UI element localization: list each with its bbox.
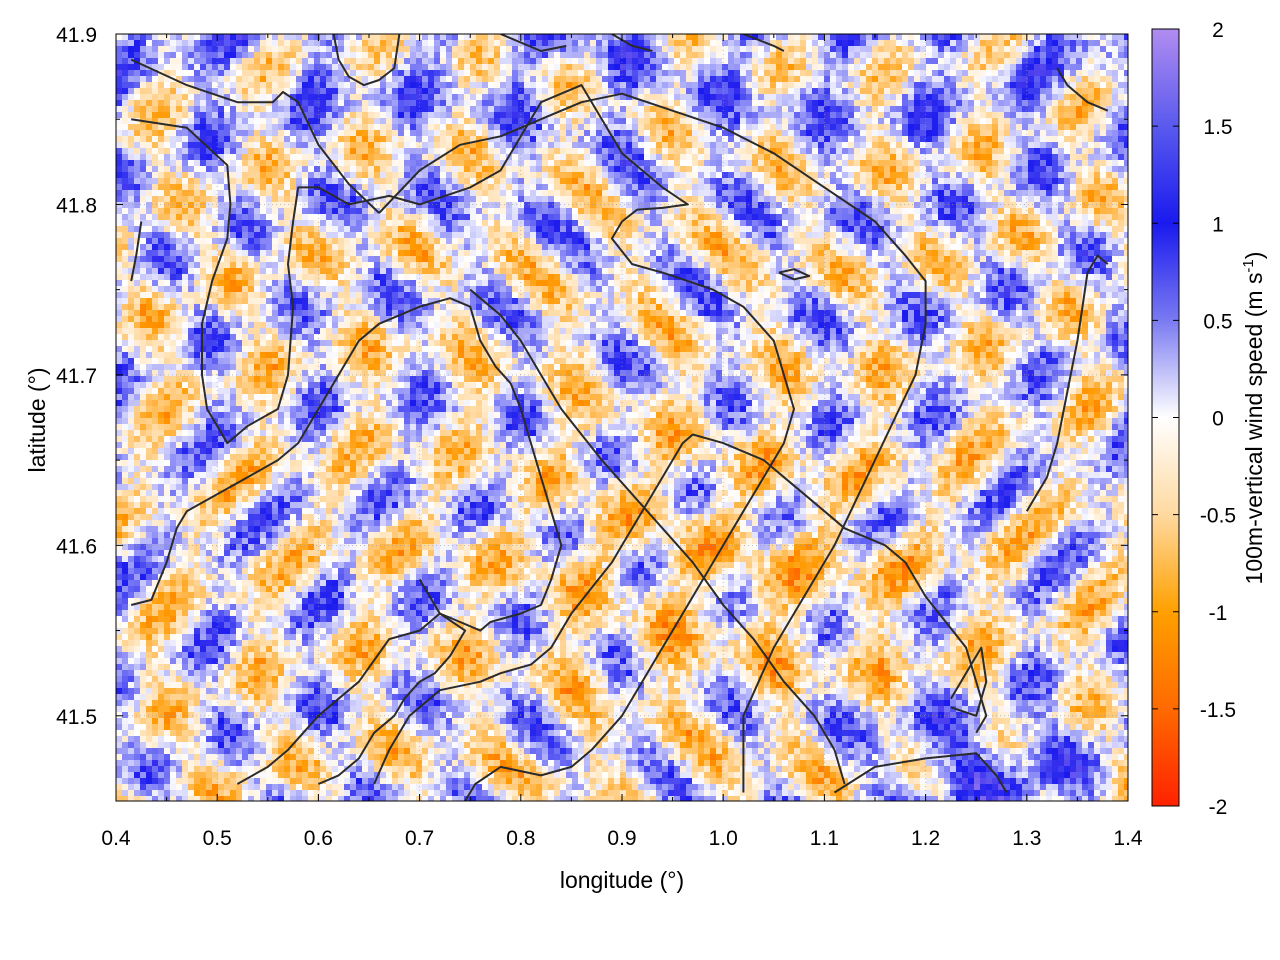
- x-tick-label: 0.4: [101, 827, 131, 850]
- colorbar-tick-label: 0: [1212, 408, 1224, 431]
- colorbar-tick-label: -2: [1209, 796, 1228, 819]
- colorbar-tick-label: 1: [1212, 213, 1224, 236]
- x-tick-label: 0.8: [506, 827, 535, 850]
- x-tick-label: 1.3: [1012, 827, 1041, 850]
- x-tick-label: 1.1: [810, 827, 839, 850]
- colorbar-tick-label: 0.5: [1203, 310, 1232, 333]
- colorbar-label-sup: -1: [1240, 259, 1257, 272]
- colorbar-label: 100m-vertical wind speed (m s-1): [1240, 252, 1267, 585]
- x-tick-label: 1.0: [709, 827, 738, 850]
- colorbar-label-close: ): [1241, 252, 1267, 260]
- x-axis-label: longitude (°): [560, 867, 684, 893]
- colorbar-tick-label: -1.5: [1200, 699, 1236, 722]
- colorbar-tick-label: -1: [1209, 602, 1228, 625]
- colorbar-tick-label: -0.5: [1200, 505, 1236, 528]
- y-axis-label: latitude (°): [24, 367, 50, 472]
- colorbar-tick-label: 2: [1212, 19, 1224, 42]
- x-tick-label: 0.6: [304, 827, 333, 850]
- y-tick-label: 41.7: [56, 365, 97, 388]
- plot-area: [116, 34, 1130, 802]
- y-tick-label: 41.8: [56, 194, 97, 217]
- x-tick-label: 0.5: [203, 827, 232, 850]
- colorbar-tick-label: 1.5: [1203, 116, 1232, 139]
- x-tick-label: 1.4: [1113, 827, 1143, 850]
- x-tick-label: 0.7: [405, 827, 434, 850]
- y-tick-label: 41.9: [56, 24, 97, 47]
- x-tick-label: 0.9: [607, 827, 636, 850]
- y-tick-label: 41.6: [56, 535, 97, 558]
- y-tick-label: 41.5: [56, 706, 97, 729]
- x-tick-label: 1.2: [911, 827, 940, 850]
- colorbar-label-main: 100m-vertical wind speed (m s: [1241, 273, 1267, 585]
